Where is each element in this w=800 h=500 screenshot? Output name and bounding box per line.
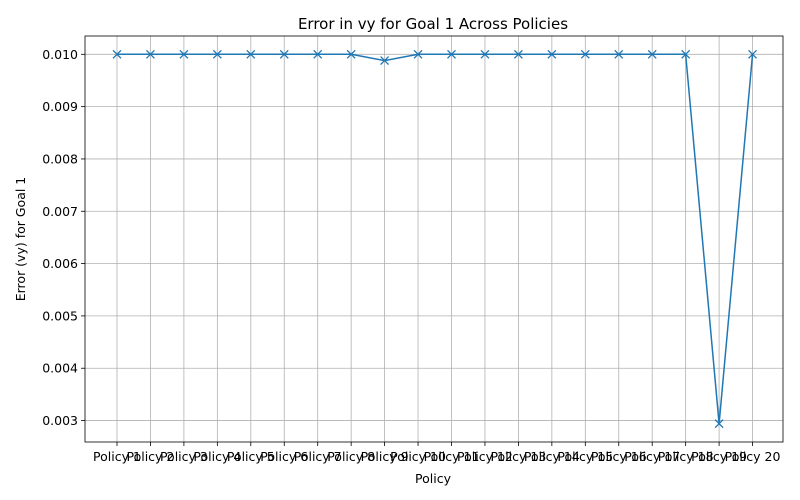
x-tick-label: Policy 17 bbox=[624, 449, 680, 464]
series-layer bbox=[112, 49, 758, 429]
data-point-marker bbox=[647, 49, 657, 59]
data-point-marker bbox=[547, 49, 557, 59]
x-tick-label: Policy 13 bbox=[490, 449, 546, 464]
data-point-marker bbox=[447, 49, 456, 59]
x-tick-label: Policy 12 bbox=[457, 449, 513, 464]
y-tick-label: 0.007 bbox=[42, 204, 78, 219]
y-tick-label: 0.008 bbox=[42, 151, 78, 166]
x-tick-label: Policy 3 bbox=[160, 449, 208, 464]
y-tick-label: 0.003 bbox=[42, 413, 78, 428]
plot-frame bbox=[84, 35, 784, 443]
x-axis-label: Policy bbox=[415, 471, 452, 486]
y-tick-label: 0.006 bbox=[42, 256, 78, 271]
data-point-marker bbox=[279, 49, 289, 59]
y-tick-label: 0.010 bbox=[42, 47, 78, 62]
x-tick-label: Policy 20 bbox=[725, 449, 781, 464]
y-tick-label: 0.009 bbox=[42, 99, 78, 114]
data-point-marker bbox=[714, 419, 724, 429]
data-point-marker bbox=[179, 49, 189, 59]
x-tick-label: Policy 6 bbox=[260, 449, 308, 464]
x-tick-label: Policy 8 bbox=[327, 449, 375, 464]
data-point-marker bbox=[212, 49, 222, 59]
y-tick-label: 0.004 bbox=[42, 361, 78, 376]
y-axis-label: Error (vy) for Goal 1 bbox=[13, 177, 28, 302]
series-line bbox=[117, 53, 754, 424]
data-point-marker bbox=[513, 49, 523, 59]
data-point-marker bbox=[380, 56, 390, 66]
data-point-marker bbox=[480, 49, 490, 59]
data-point-marker bbox=[246, 49, 256, 59]
data-point-marker bbox=[112, 49, 122, 59]
x-tick-label: Policy 10 bbox=[390, 449, 446, 464]
x-tick-label: Policy 7 bbox=[294, 449, 342, 464]
data-point-marker bbox=[748, 49, 758, 59]
data-point-marker bbox=[681, 49, 691, 59]
x-tick-label: Policy 5 bbox=[227, 449, 275, 464]
x-tick-label: Policy 11 bbox=[424, 449, 480, 464]
x-tick-label: Policy 18 bbox=[658, 449, 714, 464]
data-point-marker bbox=[413, 49, 423, 59]
x-tick-label: Policy 19 bbox=[691, 449, 747, 464]
data-point-marker bbox=[145, 49, 155, 59]
data-point-marker bbox=[313, 49, 323, 59]
x-tick-label: Policy 2 bbox=[127, 449, 175, 464]
y-tick-label: 0.005 bbox=[42, 308, 78, 323]
y-ticks: 0.003 0.004 0.005 0.006 0.007 0.008 0.009 0.010 bbox=[42, 47, 85, 428]
x-tick-label: Policy 16 bbox=[591, 449, 647, 464]
x-tick-label: Policy 15 bbox=[557, 449, 613, 464]
chart-title: Error in vy for Goal 1 Across Policies bbox=[298, 15, 568, 33]
data-point-marker bbox=[614, 49, 624, 59]
data-point-marker bbox=[580, 49, 590, 59]
data-point-marker bbox=[346, 49, 356, 59]
x-tick-label: Policy 14 bbox=[524, 449, 580, 464]
x-tick-label: Policy 1 bbox=[93, 449, 141, 464]
grid-lines bbox=[85, 36, 783, 442]
x-tick-label: Policy 9 bbox=[361, 449, 409, 464]
x-tick-label: Policy 4 bbox=[193, 449, 241, 464]
